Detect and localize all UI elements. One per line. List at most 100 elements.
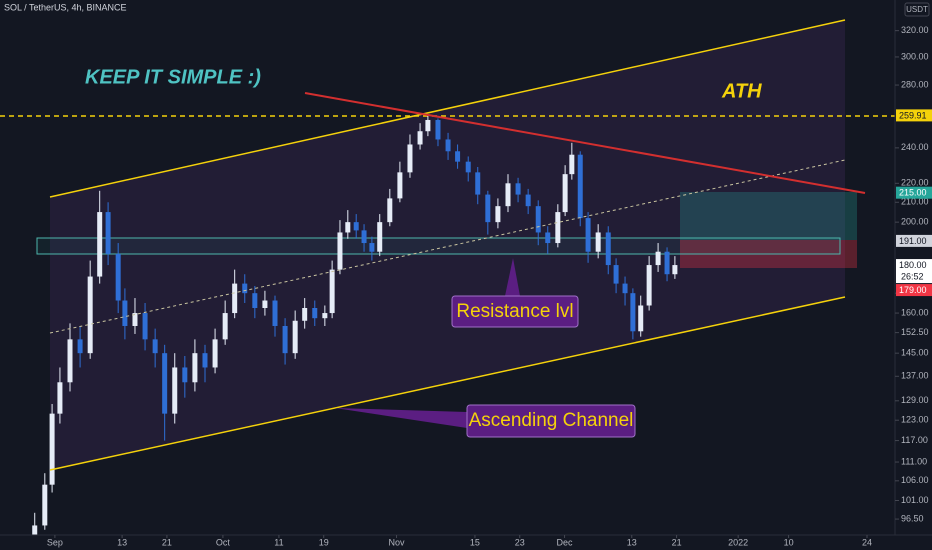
candle-body — [630, 293, 636, 332]
candle-body — [162, 353, 168, 414]
candle-body — [77, 339, 83, 354]
y-tick-label: 320.00 — [901, 25, 929, 35]
callout-pointer — [335, 408, 467, 428]
channel-mid — [49, 159, 846, 334]
candles — [32, 115, 678, 548]
candle-body — [417, 131, 423, 145]
target-zone — [680, 192, 857, 240]
axes: 320.00 300.00 280.00 240.00 220.00 210.00 200.… — [47, 25, 932, 547]
candle-body — [545, 232, 551, 244]
y-tick-label: 160.00 — [901, 307, 929, 317]
candle-body — [555, 212, 561, 244]
x-tick-label: 2022 — [728, 537, 748, 547]
candle-body — [262, 300, 268, 308]
price-tag — [896, 284, 932, 297]
candle-body — [115, 253, 121, 301]
countdown: 26:52 — [901, 271, 924, 281]
candle-body — [397, 172, 403, 199]
candle-body — [192, 353, 198, 383]
candle-body — [525, 194, 531, 207]
candle-body — [242, 283, 248, 294]
callout-text: Ascending Channel — [469, 410, 634, 431]
y-tick-label: 220.00 — [901, 178, 929, 188]
channel-upper — [49, 19, 846, 198]
candle-body — [535, 206, 541, 233]
price-tag-label: 180.00 — [899, 260, 927, 270]
candle-body — [337, 232, 343, 270]
x-tick-label: Sep — [47, 537, 63, 547]
candle-body — [202, 353, 208, 368]
y-tick-label: 240.00 — [901, 142, 929, 152]
candle-body — [377, 222, 383, 252]
y-axis-label: USDT — [906, 5, 928, 14]
candle-body — [322, 313, 328, 319]
candle-body — [595, 232, 601, 252]
note: KEEP IT SIMPLE :) — [85, 66, 261, 88]
candle-body — [569, 154, 575, 175]
channel-fill — [50, 20, 845, 470]
candle-body — [292, 320, 298, 354]
candle-body — [562, 174, 568, 213]
candle-body — [182, 367, 188, 383]
currency-box — [904, 2, 930, 17]
x-tick-label: 15 — [470, 537, 480, 547]
candle-body — [152, 339, 158, 354]
price-tag-label: 191.00 — [899, 236, 927, 246]
candle-body — [361, 230, 367, 244]
candle-body — [455, 151, 461, 162]
y-tick-label: 300.00 — [901, 51, 929, 61]
y-tick-label: 111.00 — [901, 456, 927, 466]
x-tick-label: Oct — [216, 537, 231, 547]
y-tick-label: 210.00 — [901, 197, 929, 207]
candle-body — [664, 251, 670, 275]
price-tag — [896, 234, 932, 247]
x-tick-label: 21 — [162, 537, 172, 547]
y-tick-label: 145.00 — [901, 348, 929, 358]
candle-body — [97, 212, 103, 277]
candle-body — [329, 269, 335, 314]
candle-body — [407, 144, 413, 173]
channel-lower — [49, 296, 846, 471]
candle-body — [222, 313, 228, 340]
y-tick-label: 137.00 — [901, 371, 929, 381]
candle-body — [622, 283, 628, 294]
price-tag — [896, 109, 932, 122]
candle-body — [505, 183, 511, 207]
candle-body — [87, 276, 93, 354]
price-tag — [896, 186, 932, 199]
x-axis-area — [0, 535, 932, 550]
trend-line — [304, 92, 866, 194]
candle-body — [57, 382, 63, 414]
note: ATH — [721, 80, 762, 102]
y-tick-label: 101.00 — [901, 495, 929, 505]
candle-body — [272, 300, 278, 326]
candle-body — [425, 119, 431, 132]
candle-body — [172, 367, 178, 414]
x-tick-label: 23 — [515, 537, 525, 547]
price-tag-label: 215.00 — [899, 188, 927, 198]
x-tick-label: 19 — [319, 537, 329, 547]
candle-body — [42, 484, 48, 526]
candle-body — [105, 212, 111, 254]
candle-body — [369, 243, 375, 252]
y-tick-label: 117.00 — [901, 435, 928, 445]
candle-body — [345, 222, 351, 233]
candle-body — [122, 300, 128, 326]
candle-body — [445, 139, 451, 152]
candle-body — [475, 172, 481, 195]
candle-body — [353, 222, 359, 231]
candle-body — [282, 325, 288, 354]
candle-body — [646, 265, 652, 306]
candle-body — [142, 313, 148, 340]
candle-body — [613, 265, 619, 284]
price-tag-label: 179.00 — [899, 285, 927, 295]
candle-body — [302, 307, 308, 321]
callout-pointer — [505, 258, 520, 296]
candle-body — [387, 198, 393, 223]
candle-body — [515, 183, 521, 195]
candle-body — [638, 305, 644, 332]
x-tick-label: 21 — [672, 537, 682, 547]
x-tick-label: 13 — [117, 537, 127, 547]
